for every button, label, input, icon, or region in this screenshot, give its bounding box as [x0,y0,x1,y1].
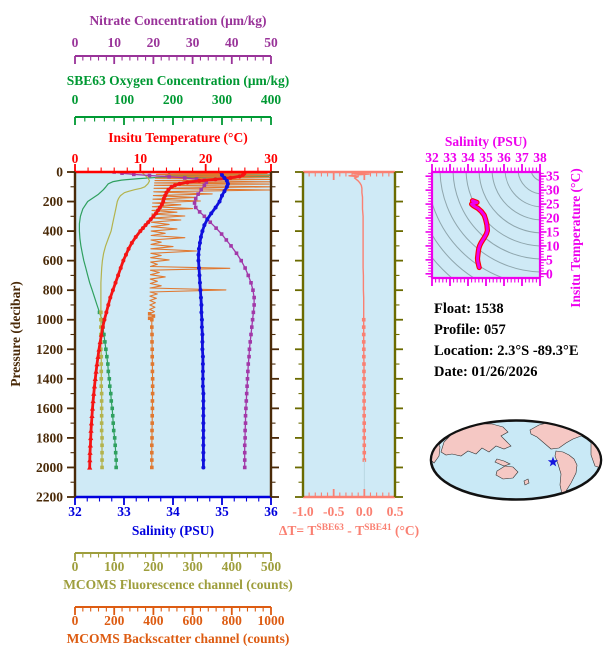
insitu-temperature-axis-title: Insitu Temperature (°C) [108,130,247,145]
nitrate-axis-title: Nitrate Concentration (μm/kg) [89,13,266,28]
svg-text:200: 200 [104,613,125,628]
svg-text:400: 400 [261,92,282,107]
svg-text:35: 35 [215,504,229,519]
location-text: Location: 2.3°S -89.3°E [434,343,579,359]
svg-text:10: 10 [107,35,121,50]
svg-text:0.0: 0.0 [356,504,373,519]
svg-text:100: 100 [104,559,125,574]
svg-text:200: 200 [43,194,64,209]
svg-text:33: 33 [443,150,457,165]
svg-text:37: 37 [515,150,529,165]
svg-text:0: 0 [72,35,79,50]
svg-text:1800: 1800 [36,430,63,445]
svg-text:600: 600 [182,613,203,628]
svg-text:2000: 2000 [36,460,63,475]
svg-text:600: 600 [43,253,64,268]
svg-text:2200: 2200 [36,490,63,505]
svg-text:800: 800 [222,613,243,628]
svg-text:10: 10 [134,151,148,166]
svg-text:50: 50 [264,35,278,50]
svg-text:33: 33 [117,504,131,519]
panel-backgrounds [75,172,540,497]
svg-text:32: 32 [68,504,82,519]
svg-text:200: 200 [163,92,184,107]
svg-text:400: 400 [43,224,64,239]
world-map [429,419,603,501]
svg-text:200: 200 [143,559,164,574]
profile-number-text: Profile: 057 [434,322,506,338]
svg-text:0: 0 [72,559,79,574]
svg-text:15: 15 [546,224,560,239]
svg-text:1000: 1000 [258,613,285,628]
svg-text:40: 40 [225,35,239,50]
svg-text:800: 800 [43,283,64,298]
svg-text:0: 0 [546,266,553,281]
svg-text:0.5: 0.5 [387,504,404,519]
svg-text:1600: 1600 [36,401,63,416]
svg-text:0: 0 [56,165,63,180]
svg-text:30: 30 [546,183,560,198]
pressure-axis-title: Pressure (decibar) [8,281,23,387]
svg-text:25: 25 [546,197,560,212]
ts-salinity-axis-title: Salinity (PSU) [445,134,527,149]
main-profile-curves [78,172,271,470]
svg-text:20: 20 [147,35,161,50]
svg-text:38: 38 [533,150,547,165]
date-text: Date: 01/26/2026 [434,364,538,380]
svg-text:-0.5: -0.5 [323,504,345,519]
svg-text:30: 30 [264,151,278,166]
svg-text:20: 20 [199,151,213,166]
svg-text:36: 36 [497,150,511,165]
svg-text:400: 400 [222,559,243,574]
svg-text:500: 500 [261,559,282,574]
svg-text:35: 35 [479,150,493,165]
svg-text:5: 5 [546,252,553,267]
salinity-axis-title: Salinity (PSU) [132,523,214,538]
svg-text:0: 0 [72,613,79,628]
svg-text:32: 32 [425,150,439,165]
svg-text:1200: 1200 [36,342,63,357]
oxygen-axis-title: SBE63 Oxygen Concentration (μm/kg) [67,73,290,88]
svg-text:400: 400 [143,613,164,628]
svg-text:1400: 1400 [36,371,63,386]
svg-text:0: 0 [72,151,79,166]
ts-temperature-axis-title: Insitu Temperature (°C) [568,168,583,307]
svg-text:300: 300 [182,559,203,574]
svg-text:30: 30 [186,35,200,50]
svg-text:1000: 1000 [36,312,63,327]
svg-text:0: 0 [72,92,79,107]
ts-curve [469,198,490,271]
backscatter-axis-title: MCOMS Backscatter channel (counts) [67,631,290,646]
svg-text:20: 20 [546,211,560,226]
svg-text:36: 36 [264,504,278,519]
fluorescence-axis-title: MCOMS Fluorescence channel (counts) [63,577,293,592]
svg-text:34: 34 [166,504,180,519]
svg-text:-1.0: -1.0 [292,504,314,519]
svg-text:34: 34 [461,150,475,165]
svg-text:35: 35 [546,169,560,184]
svg-text:300: 300 [212,92,233,107]
delta-t-axis-title: ΔT= TSBE63 - TSBE41 (°C) [279,523,419,538]
svg-text:100: 100 [114,92,135,107]
svg-text:10: 10 [546,238,560,253]
float-number-text: Float: 1538 [434,301,504,317]
